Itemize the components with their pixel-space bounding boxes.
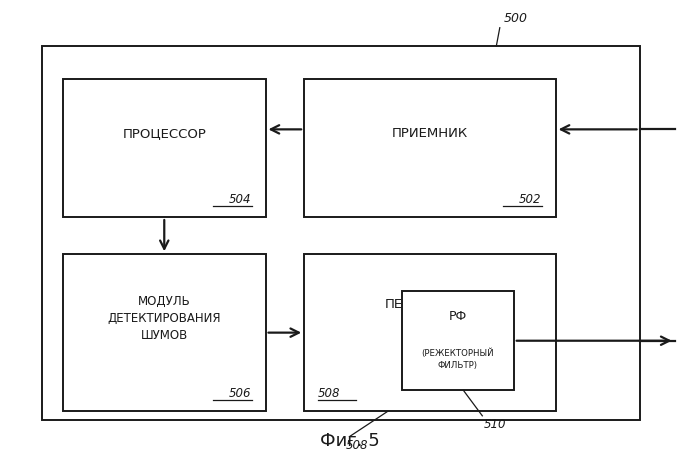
Text: 508: 508: [318, 387, 340, 400]
Text: (РЕЖЕКТОРНЫЙ
ФИЛЬТР): (РЕЖЕКТОРНЫЙ ФИЛЬТР): [421, 349, 494, 370]
Bar: [304, 79, 556, 217]
Text: 500: 500: [503, 12, 527, 25]
Text: 504: 504: [229, 193, 252, 206]
Text: 506: 506: [229, 387, 252, 400]
Text: ПРИЕМНИК: ПРИЕМНИК: [392, 128, 468, 140]
Text: ПРОЦЕССОР: ПРОЦЕССОР: [122, 128, 206, 140]
Text: 510: 510: [484, 418, 506, 431]
Bar: [42, 46, 640, 420]
Text: МОДУЛЬ
ДЕТЕКТИРОВАНИЯ
ШУМОВ: МОДУЛЬ ДЕТЕКТИРОВАНИЯ ШУМОВ: [108, 295, 221, 342]
Bar: [63, 79, 266, 217]
Text: Фиг. 5: Фиг. 5: [319, 432, 380, 450]
Text: 502: 502: [519, 193, 542, 206]
Text: 508: 508: [346, 439, 368, 452]
Text: ПЕРЕДАТЧИК: ПЕРЕДАТЧИК: [385, 298, 475, 311]
Bar: [304, 254, 556, 411]
Text: РФ: РФ: [449, 310, 467, 323]
Bar: [402, 291, 514, 390]
Bar: [63, 254, 266, 411]
